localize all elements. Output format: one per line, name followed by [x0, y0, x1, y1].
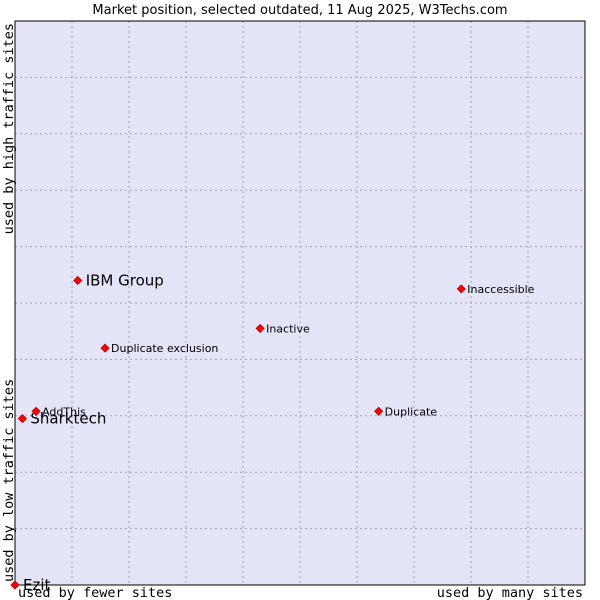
data-point-marker [456, 284, 466, 294]
plot-border [14, 20, 586, 586]
data-point-marker [374, 406, 384, 416]
data-point-marker [17, 414, 27, 424]
data-point-label: IBM Group [86, 271, 164, 289]
data-points: IBM Group Sharktech Ezit Inaccessible Inacti… [10, 271, 535, 594]
y-axis-label-high: used by high traffic sites [1, 23, 17, 234]
data-point-label: AddThis [42, 405, 86, 418]
data-point-label: Duplicate exclusion [111, 342, 218, 355]
data-point-marker [255, 323, 265, 333]
x-axis-label-high: used by many sites [437, 585, 583, 600]
data-point-marker [31, 406, 41, 416]
data-point-label: Ezit [23, 576, 51, 594]
data-point-label: Duplicate [385, 405, 438, 418]
grid-lines [15, 21, 585, 585]
data-point-label: Sharktech [30, 410, 106, 428]
data-point-marker [100, 343, 110, 353]
y-axis-label-low: used by low traffic sites [1, 379, 17, 582]
data-point-label: Inaccessible [467, 283, 534, 296]
data-point-label: Inactive [266, 322, 310, 335]
x-axis-label-low: used by fewer sites [18, 585, 172, 600]
data-point-marker [73, 275, 83, 286]
data-point-marker [10, 580, 20, 590]
chart-title: Market position, selected outdated, 11 A… [92, 3, 507, 18]
